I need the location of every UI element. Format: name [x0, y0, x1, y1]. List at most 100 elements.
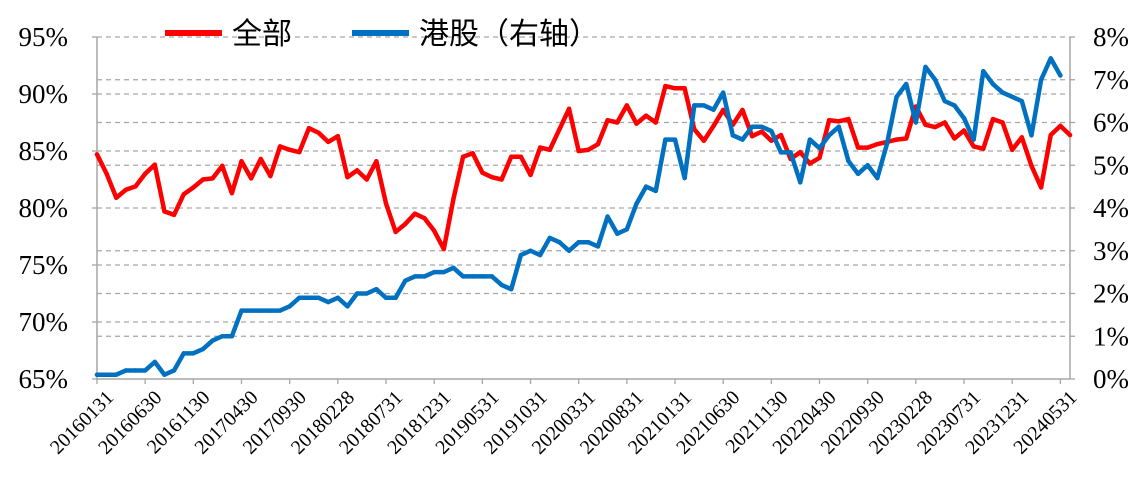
data-point [720, 107, 726, 113]
data-point [258, 308, 263, 313]
data-point [663, 83, 668, 89]
series-points-hk [94, 56, 1063, 377]
data-point [335, 133, 341, 139]
data-point [528, 172, 533, 178]
data-point [759, 124, 764, 129]
data-point [480, 274, 485, 279]
data-point [605, 118, 610, 123]
data-point [142, 368, 148, 373]
data-point [162, 372, 167, 377]
data-point [701, 138, 707, 143]
data-point [576, 148, 581, 154]
y-right-tick-label: 4% [1093, 193, 1129, 223]
data-point [460, 154, 466, 159]
data-point [499, 282, 504, 288]
data-point [1048, 56, 1053, 61]
data-point [171, 368, 177, 373]
y-left-tick-label: 75% [19, 250, 69, 280]
data-point [441, 246, 447, 252]
data-point [884, 141, 890, 147]
legend-label-all: 全部 [232, 18, 292, 51]
y-right-tick-label: 5% [1093, 150, 1129, 180]
data-point [932, 77, 938, 82]
data-point [345, 304, 350, 309]
data-point [701, 103, 707, 108]
data-point [181, 192, 186, 197]
y-left-tick-label: 65% [19, 364, 69, 394]
data-point [268, 308, 273, 313]
data-point [730, 133, 736, 138]
data-point [894, 94, 899, 100]
data-point [923, 64, 928, 70]
data-point [229, 190, 235, 196]
data-point [672, 137, 678, 142]
data-point [133, 184, 138, 189]
data-point [942, 98, 947, 104]
data-point [383, 201, 389, 206]
data-point [489, 274, 495, 279]
data-point [566, 106, 572, 112]
data-point [846, 116, 851, 122]
data-point [586, 147, 591, 153]
data-point [1029, 163, 1034, 169]
data-point [152, 359, 157, 365]
data-point [220, 163, 225, 169]
data-point [470, 274, 475, 279]
data-point [239, 308, 244, 313]
data-point [104, 372, 109, 377]
data-point [547, 235, 552, 241]
data-point [287, 304, 292, 309]
data-point [547, 147, 552, 153]
data-point [326, 139, 331, 145]
data-point [798, 149, 803, 155]
data-point [509, 287, 514, 292]
data-point [826, 118, 832, 123]
data-point [634, 201, 639, 206]
data-point [354, 291, 360, 296]
data-point [94, 372, 100, 377]
data-point [248, 176, 254, 181]
data-point [393, 229, 398, 235]
data-point [615, 120, 620, 125]
data-point [268, 173, 273, 179]
data-point [826, 133, 832, 138]
data-point [778, 150, 784, 155]
data-point [451, 196, 456, 202]
y-right-tick-label: 0% [1093, 364, 1129, 394]
data-point [528, 248, 533, 253]
data-point [961, 128, 967, 133]
data-point [557, 127, 562, 132]
y-right-tick-label: 2% [1093, 279, 1129, 309]
data-point [200, 346, 206, 352]
y-left-tick-label: 80% [19, 193, 69, 223]
data-point [875, 175, 880, 181]
y-left-tick-label: 90% [19, 79, 69, 109]
legend: 全部 港股（右轴） [165, 18, 599, 51]
data-point [904, 81, 909, 87]
series-points-all [94, 83, 1073, 252]
data-point [114, 372, 119, 377]
y-left-tick-label: 85% [19, 136, 69, 166]
data-point [759, 129, 764, 134]
y-right-tick-label: 1% [1093, 321, 1129, 351]
data-point [653, 120, 658, 125]
data-point [364, 291, 369, 296]
data-point [1019, 98, 1025, 104]
data-point [749, 124, 755, 129]
data-point [287, 147, 292, 153]
data-point [672, 86, 678, 91]
data-point [595, 141, 601, 147]
data-point [711, 107, 716, 112]
data-point [913, 120, 919, 125]
data-point [692, 103, 697, 108]
data-point [855, 171, 861, 176]
data-point [431, 228, 437, 233]
data-point [412, 211, 418, 216]
data-point [875, 141, 880, 147]
data-point [133, 368, 138, 373]
data-point [971, 144, 976, 149]
data-point [932, 124, 938, 130]
data-point [711, 123, 716, 129]
data-point [1000, 90, 1005, 95]
data-point [210, 338, 215, 343]
